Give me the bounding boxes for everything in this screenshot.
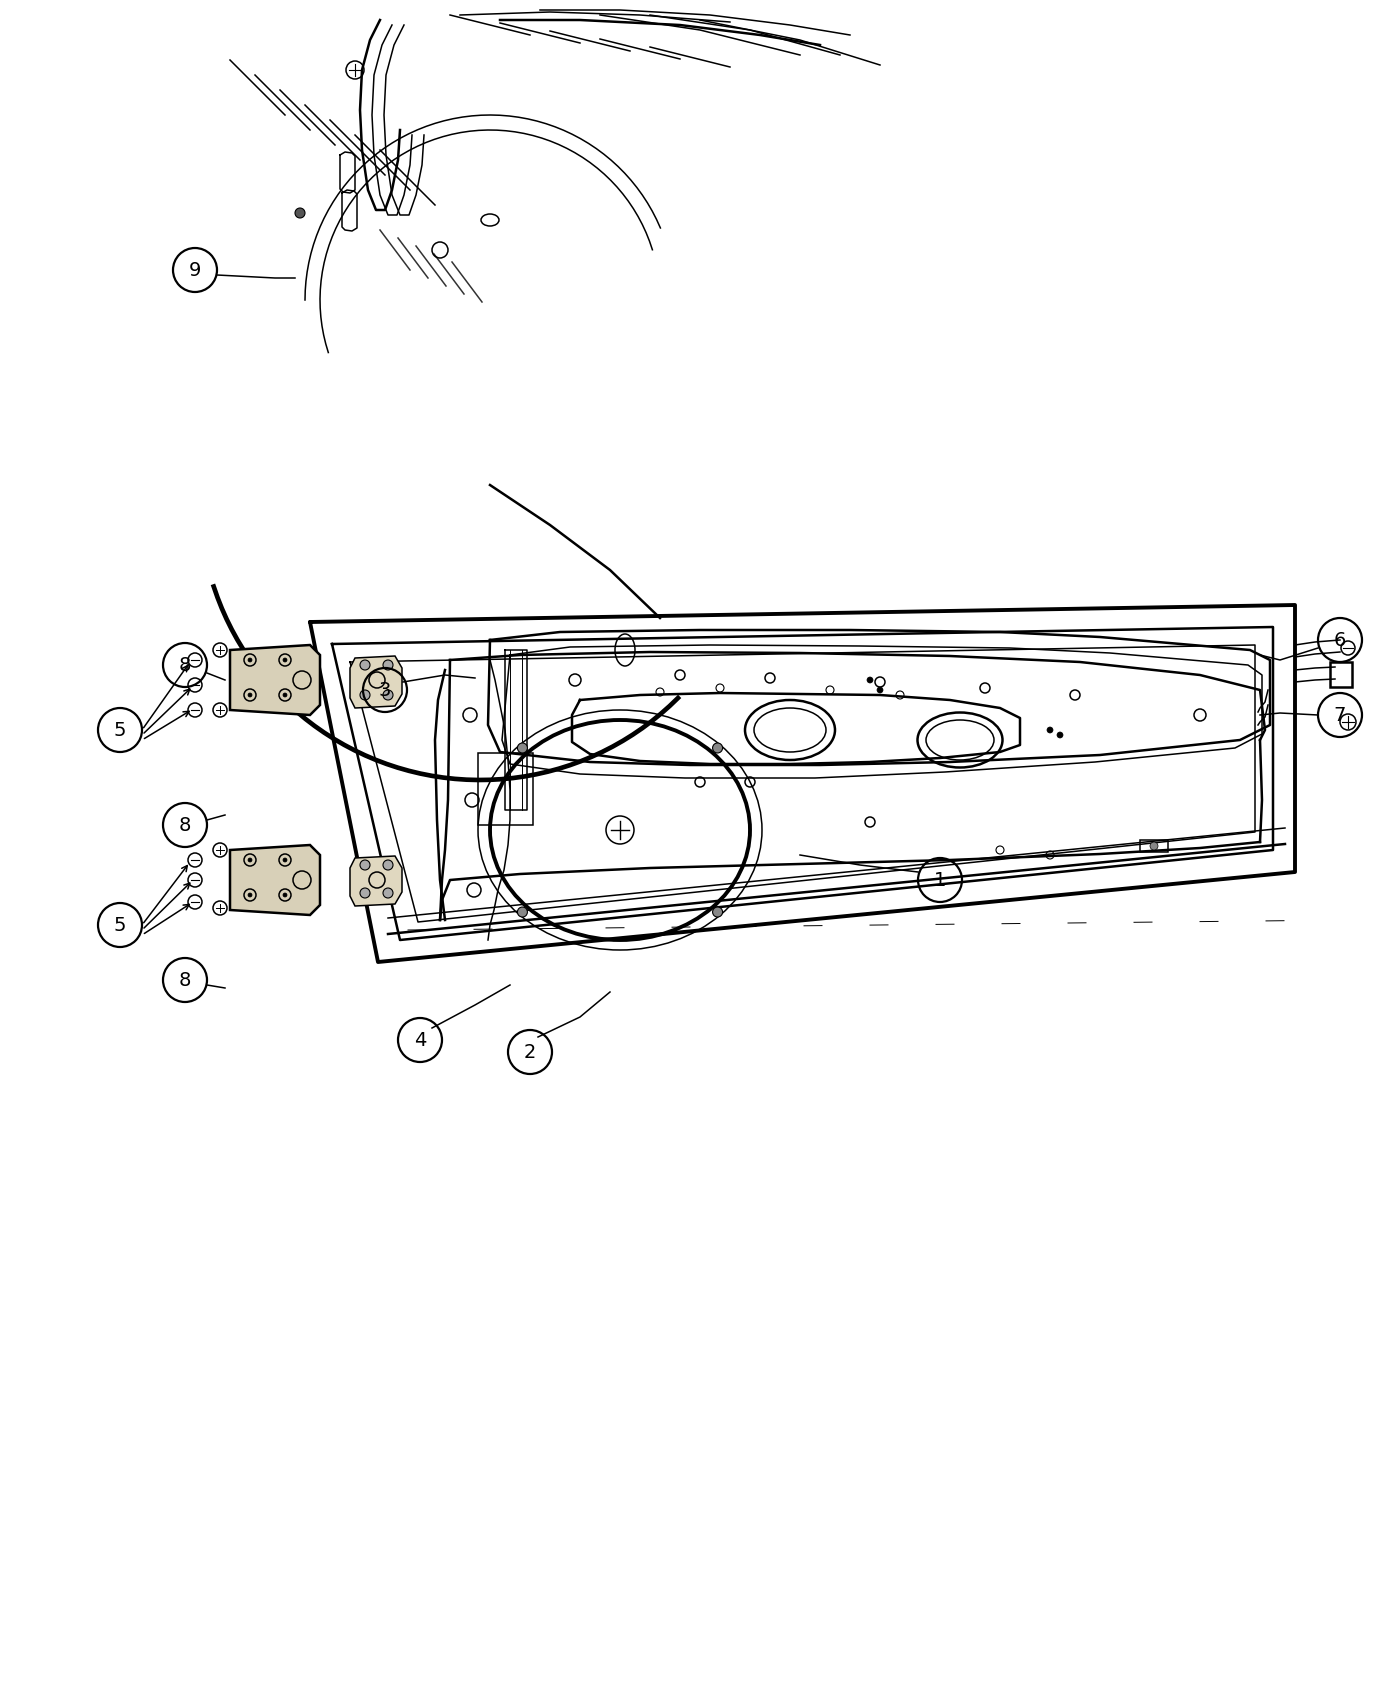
Circle shape — [384, 690, 393, 700]
Polygon shape — [230, 845, 321, 915]
Text: 9: 9 — [189, 260, 202, 279]
Circle shape — [867, 677, 874, 683]
Circle shape — [360, 887, 370, 898]
Text: 7: 7 — [1334, 706, 1347, 724]
Text: 4: 4 — [414, 1030, 426, 1049]
Circle shape — [283, 658, 287, 661]
Circle shape — [713, 743, 722, 753]
Circle shape — [283, 858, 287, 862]
Circle shape — [518, 743, 528, 753]
Circle shape — [248, 858, 252, 862]
Text: 2: 2 — [524, 1042, 536, 1061]
Text: 8: 8 — [179, 971, 192, 989]
Circle shape — [518, 908, 528, 916]
Circle shape — [360, 660, 370, 670]
Text: 1: 1 — [934, 870, 946, 889]
Circle shape — [713, 908, 722, 916]
Circle shape — [1047, 728, 1053, 733]
Circle shape — [1057, 733, 1063, 738]
Text: 3: 3 — [379, 680, 391, 699]
Circle shape — [360, 860, 370, 870]
Polygon shape — [350, 656, 402, 707]
Text: 5: 5 — [113, 721, 126, 740]
Circle shape — [360, 690, 370, 700]
Circle shape — [248, 694, 252, 697]
Circle shape — [248, 658, 252, 661]
Circle shape — [295, 207, 305, 218]
Circle shape — [248, 892, 252, 898]
Circle shape — [384, 887, 393, 898]
Circle shape — [1149, 842, 1158, 850]
Circle shape — [283, 694, 287, 697]
Circle shape — [384, 860, 393, 870]
Text: 5: 5 — [113, 916, 126, 935]
Circle shape — [384, 660, 393, 670]
Polygon shape — [230, 644, 321, 716]
Text: 8: 8 — [179, 816, 192, 835]
Text: 8: 8 — [179, 656, 192, 675]
Circle shape — [876, 687, 883, 694]
Text: 6: 6 — [1334, 631, 1347, 649]
Polygon shape — [350, 857, 402, 906]
Circle shape — [283, 892, 287, 898]
